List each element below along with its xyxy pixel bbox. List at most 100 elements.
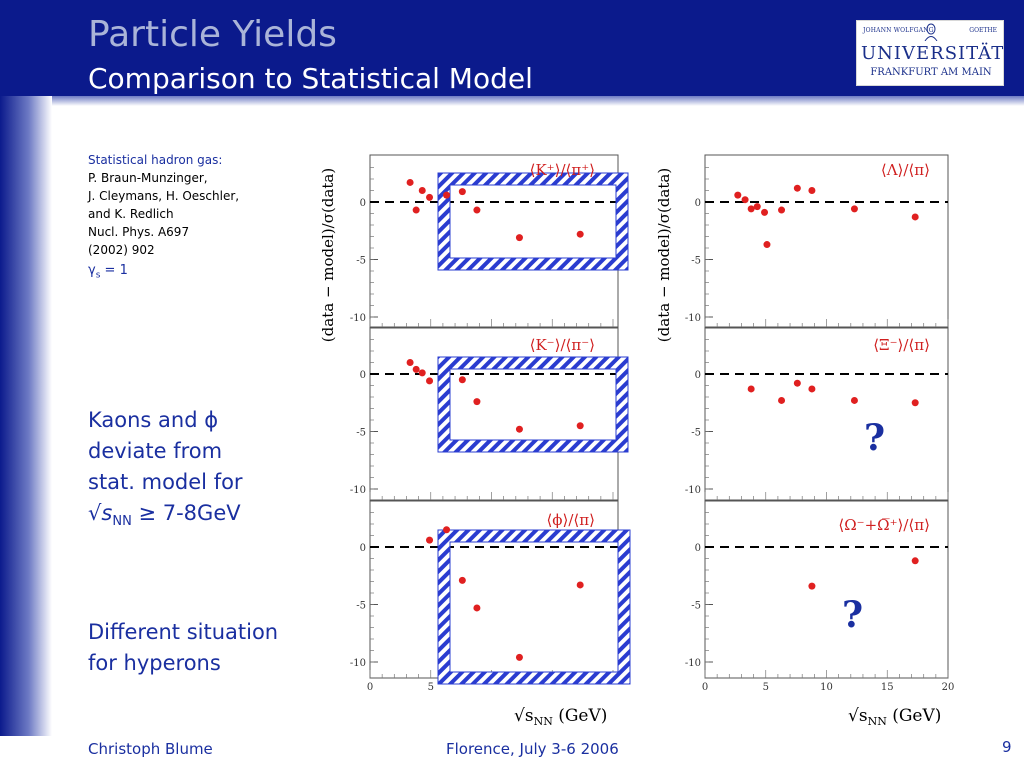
logo-line-1: JOHANN WOLFGANG: [863, 27, 934, 34]
y-axis-label-right: (data − model)/σ(data): [655, 168, 673, 342]
data-point: [426, 193, 434, 201]
highlight-frame: [437, 172, 629, 271]
data-point: [412, 365, 420, 373]
panel-ratio-label: ⟨Λ⟩/⟨π⟩: [881, 161, 930, 179]
data-point: [911, 213, 919, 221]
sqrt-symbol: √: [88, 501, 102, 525]
y-tick-label: -10: [685, 658, 701, 669]
data-point: [734, 191, 742, 199]
reference-line: Nucl. Phys. A697: [88, 225, 190, 239]
data-point: [778, 206, 786, 214]
logo-line-1-right: GOETHE: [969, 27, 997, 34]
y-axis-label-left: (data − model)/σ(data): [319, 168, 337, 342]
data-point: [473, 398, 481, 406]
reference-line: and K. Redlich: [88, 207, 174, 221]
data-point: [576, 422, 584, 430]
plot-panel-right-middle: 0 -5 -10 ⟨Ξ⁻⟩/⟨π⟩?: [685, 327, 949, 501]
data-point: [753, 203, 761, 211]
x-tick-label: 15: [881, 682, 894, 693]
y-tick-label: -5: [691, 428, 701, 439]
kaons-statement: Kaons and ϕ deviate from stat. model for…: [88, 405, 243, 537]
y-tick-label: -5: [356, 428, 366, 439]
y-tick-label: -10: [350, 485, 366, 496]
plot-panel-right-top: 0 -5 -10 ⟨Λ⟩/⟨π⟩: [685, 154, 949, 328]
data-point: [761, 208, 769, 216]
x-axis-label-unit: (GeV): [553, 706, 608, 726]
hyperons-statement: Different situation for hyperons: [88, 617, 278, 679]
x-axis-label-sqrt: √s: [514, 706, 534, 726]
data-point: [426, 377, 434, 385]
panel-ratio-label: ⟨K⁻⟩/⟨π⁻⟩: [530, 336, 595, 354]
energy-threshold: ≥ 7-8GeV: [131, 501, 241, 525]
data-point: [426, 536, 434, 544]
reference-line: J. Cleymans, H. Oeschler,: [88, 189, 240, 203]
data-point: [741, 196, 749, 204]
gamma-s-note: γs = 1: [88, 263, 128, 281]
x-tick-label: 5: [763, 682, 769, 693]
y-tick-label: -5: [356, 256, 366, 267]
kaons-line: deviate from: [88, 439, 223, 463]
data-point: [418, 369, 426, 377]
kaons-line: stat. model for: [88, 470, 243, 494]
x-axis-label-sub: NN: [868, 715, 888, 728]
plot-panel-left-middle: 0 -5 -10 ⟨K⁻⟩/⟨π⁻⟩: [350, 327, 629, 501]
y-tick-label: -10: [685, 485, 701, 496]
page-number: 9: [1002, 738, 1012, 756]
plot-panel-left-bottom: 0 -5 -10 0 5 ⟨ϕ⟩/⟨π⟩: [350, 500, 631, 693]
y-tick-label: 0: [360, 198, 366, 209]
gamma-symbol: γ: [88, 263, 96, 278]
data-point: [515, 234, 523, 242]
svg-text:√sNN (GeV): √sNN (GeV): [514, 706, 607, 728]
x-axis-label-unit: (GeV): [887, 706, 942, 726]
x-tick-label: 0: [702, 682, 708, 693]
kaons-line: Kaons and ϕ: [88, 408, 219, 432]
svg-text:√sNN (GeV): √sNN (GeV): [848, 706, 941, 728]
y-tick-label: -5: [691, 601, 701, 612]
gamma-subscript: s: [95, 270, 101, 281]
data-point: [458, 576, 466, 584]
data-point: [406, 178, 414, 186]
panel-ratio-label: ⟨K⁺⟩/⟨π⁺⟩: [530, 161, 595, 179]
sidebar-gradient: [0, 96, 52, 736]
data-point: [808, 385, 816, 393]
data-point: [778, 396, 786, 404]
y-tick-label: -5: [691, 256, 701, 267]
goethe-portrait-icon: [924, 23, 938, 41]
slide-subtitle: Comparison to Statistical Model: [88, 62, 533, 95]
reference-line: P. Braun-Munzinger,: [88, 171, 208, 185]
question-annotation: ?: [842, 594, 863, 636]
plot-panel-left-top: 0 -5 -10 ⟨K⁺⟩/⟨π⁺⟩: [350, 154, 629, 328]
y-tick-label: -5: [356, 601, 366, 612]
panel-ratio-label: ⟨ϕ⟩/⟨π⟩: [546, 511, 595, 529]
y-tick-label: 0: [695, 370, 701, 381]
highlight-frame: [437, 356, 629, 453]
logo-line-2: UNIVERSITÄT: [861, 43, 1005, 64]
data-point: [808, 187, 816, 194]
y-tick-label: 0: [360, 370, 366, 381]
header-divider: [0, 96, 1024, 106]
data-point: [808, 582, 816, 590]
data-point: [763, 241, 771, 249]
university-logo: JOHANN WOLFGANG GOETHE UNIVERSITÄT FRANK…: [856, 20, 1004, 86]
data-point: [473, 206, 481, 214]
s-symbol: s: [101, 501, 113, 525]
gamma-value: = 1: [100, 263, 128, 278]
y-tick-label: -10: [350, 313, 366, 324]
data-point: [576, 230, 584, 238]
data-point: [412, 206, 420, 214]
x-tick-label: 0: [367, 682, 373, 693]
panel-ratio-label: ⟨Ξ⁻⟩/⟨π⟩: [873, 336, 930, 354]
data-point: [458, 376, 466, 384]
data-point: [515, 425, 523, 433]
x-axis-label-sqrt: √s: [848, 706, 868, 726]
y-tick-label: -10: [350, 658, 366, 669]
kaons-line-energy: √sNN ≥ 7-8GeV: [88, 498, 243, 537]
data-point: [793, 184, 801, 192]
data-point: [443, 191, 451, 199]
x-axis-label-right: √sNN (GeV): [848, 706, 941, 728]
reference-title: Statistical hadron gas:: [88, 153, 223, 167]
x-tick-label: 10: [820, 682, 833, 693]
y-tick-label: 0: [695, 198, 701, 209]
data-point: [473, 604, 481, 612]
